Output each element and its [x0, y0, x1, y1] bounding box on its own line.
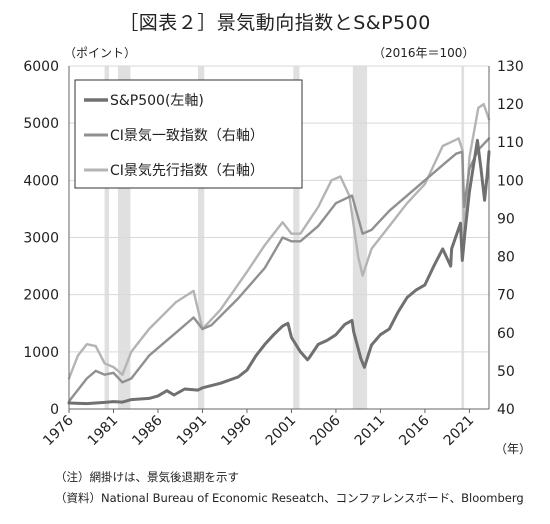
x-tick-label-9: 2021	[441, 413, 478, 450]
right-tick-label-9: 130	[497, 59, 524, 75]
x-tick-label-3: 1991	[174, 413, 211, 450]
right-tick-label-1: 50	[497, 364, 515, 380]
left-tick-label-3: 3000	[23, 231, 59, 247]
right-tick-label-2: 60	[497, 326, 515, 342]
recession-band-2	[198, 66, 205, 409]
right-axis-unit: （2016年＝100）	[373, 46, 475, 60]
legend-box	[74, 79, 303, 189]
legend-label-2: CI景気先行指数（右軸）	[110, 163, 264, 179]
recession-bands	[104, 66, 465, 409]
gridlines	[69, 65, 489, 410]
x-tick-label-6: 2006	[307, 412, 344, 449]
note-source: （資料）National Bureau of Economic Reseatch…	[55, 491, 524, 505]
legend-label-1: CI景気一致指数（右軸）	[110, 128, 264, 144]
chart-notes: （注）網掛けは、景気後退期を示す （資料）National Bureau of …	[55, 467, 524, 509]
x-tick-label-8: 2016	[396, 412, 433, 449]
recession-band-3	[293, 66, 300, 409]
legend: S&P500(左軸) CI景気一致指数（右軸） CI景気先行指数（右軸）	[74, 79, 303, 189]
x-tick-label-1: 1981	[85, 413, 122, 450]
left-tick-label-2: 2000	[23, 288, 59, 304]
left-tick-label-0: 0	[50, 402, 59, 418]
x-axis-unit: （年）	[495, 442, 532, 456]
series-line-0	[67, 138, 491, 406]
recession-band-5	[461, 66, 465, 409]
right-tick-label-8: 120	[497, 97, 524, 113]
recession-band-0	[104, 66, 110, 409]
recession-band-1	[117, 66, 131, 409]
series-line-1	[67, 137, 491, 403]
x-tick-label-2: 1986	[129, 412, 166, 449]
chart-title: ［図表２］景気動向指数とS&P500	[119, 12, 431, 34]
series-lines	[67, 102, 491, 406]
right-tick-label-7: 110	[497, 135, 524, 151]
x-tick-label-5: 2001	[263, 413, 300, 450]
x-tick-label-0: 1976	[40, 412, 77, 449]
note-shading: （注）網掛けは、景気後退期を示す	[55, 470, 239, 484]
recession-band-4	[352, 66, 368, 409]
legend-label-0: S&P500(左軸)	[110, 93, 204, 109]
left-tick-label-4: 4000	[23, 173, 59, 189]
right-tick-label-3: 70	[497, 288, 515, 304]
series-line-2	[67, 102, 491, 380]
right-tick-label-5: 90	[497, 211, 515, 227]
left-tick-label-1: 1000	[23, 345, 59, 361]
axes: 0 1000 2000 3000 4000 5000 6000 40 50 60 70 80 90 100…	[23, 59, 523, 449]
left-axis-unit: （ポイント）	[64, 46, 137, 60]
left-tick-label-6: 6000	[23, 59, 59, 75]
right-tick-label-4: 80	[497, 250, 515, 266]
x-tick-label-4: 1996	[218, 412, 255, 449]
right-tick-label-0: 40	[497, 402, 515, 418]
x-tick-label-7: 2011	[352, 413, 389, 450]
left-tick-label-5: 5000	[23, 116, 59, 132]
right-tick-label-6: 100	[497, 173, 524, 189]
